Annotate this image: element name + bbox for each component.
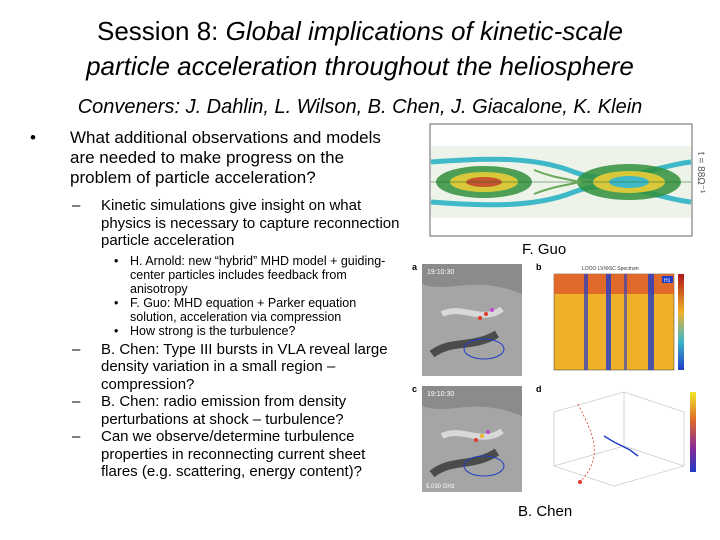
bullet-marker: • — [30, 128, 36, 147]
bullet-marker: • — [114, 253, 119, 268]
dash-marker: – — [72, 428, 81, 445]
bullet-marker: • — [114, 323, 119, 338]
bullet-chen-type-iii: – B. Chen: Type III bursts in VLA reveal… — [28, 341, 406, 394]
title-topic-line2: particle acceleration throughout the hel… — [86, 51, 634, 81]
vla-image-bottom: 19:10:30 5.030 GHz — [422, 386, 522, 492]
panel-label-c: c — [412, 384, 418, 394]
dash-marker: – — [72, 393, 81, 410]
bullet-observe-turbulence: – Can we observe/determine turbulence pr… — [28, 428, 406, 481]
bullet-chen-type-iii-text: B. Chen: Type III bursts in VLA reveal l… — [101, 340, 388, 393]
bullet-marker: • — [114, 295, 119, 310]
title-session: Session 8: — [96, 16, 219, 46]
conveners: Conveners: J. Dahlin, L. Wilson, B. Chen… — [77, 96, 643, 118]
guo-simulation-figure: t = 88Ω⁻¹ — [429, 123, 706, 237]
sub-bullet-text: How strong is the turbulence? — [130, 323, 296, 338]
bullet-list: • What additional observations and model… — [28, 128, 406, 481]
sub-bullet-turbulence: • How strong is the turbulence? — [28, 324, 406, 338]
dash-marker: – — [72, 340, 81, 358]
bullet-chen-shock-text: B. Chen: radio emission from density per… — [101, 393, 347, 428]
vla-image-top: 19:10:30 — [422, 264, 522, 376]
bullet-chen-shock: – B. Chen: radio emission from density p… — [28, 393, 406, 428]
caption-guo: F. Guo — [522, 241, 567, 258]
bullet-observe-text: Can we observe/determine turbulence prop… — [101, 428, 366, 480]
time-axis-label: t = 88Ω⁻¹ — [695, 152, 706, 194]
slide-title: Session 8: Global implications of kineti… — [0, 14, 720, 84]
bullet-kinetic-text: Kinetic simulations give insight on what… — [101, 197, 400, 249]
panel-label-b: b — [536, 262, 542, 272]
sub-bullet-guo: • F. Guo: MHD equation + Parker equation… — [28, 296, 406, 324]
dash-marker: – — [72, 197, 81, 214]
caption-chen: B. Chen — [518, 503, 573, 520]
bullet-main: • What additional observations and model… — [28, 128, 406, 188]
timestamp-bottom: 19:10:30 — [427, 391, 454, 398]
spectrum-title: LOOO LV/ΦSC Spectrum — [582, 266, 639, 272]
bullet-main-text: What additional observations and models … — [70, 128, 381, 187]
frequency-label: 5.030 GHz — [426, 484, 455, 490]
spectrum-tag: H1 — [664, 278, 671, 284]
panel-label-d: d — [536, 384, 542, 394]
chen-observation-figure: a 19:10:30 b LOOO LV/ΦSC Spectrum H1 c — [410, 258, 712, 498]
timestamp-top: 19:10:30 — [427, 269, 454, 276]
sub-bullet-arnold: • H. Arnold: new “hybrid” MHD model + gu… — [28, 254, 406, 296]
bullet-kinetic: – Kinetic simulations give insight on wh… — [28, 197, 406, 250]
sub-bullet-text: H. Arnold: new “hybrid” MHD model + guid… — [130, 253, 386, 296]
contour-field — [430, 146, 692, 218]
panel-label-a: a — [412, 262, 418, 272]
3d-density-plot — [552, 391, 696, 487]
title-topic: Global implications of kinetic-scale — [218, 16, 624, 46]
dynamic-spectrum: LOOO LV/ΦSC Spectrum H1 — [553, 266, 684, 371]
sub-bullet-text: F. Guo: MHD equation + Parker equation s… — [130, 295, 357, 324]
